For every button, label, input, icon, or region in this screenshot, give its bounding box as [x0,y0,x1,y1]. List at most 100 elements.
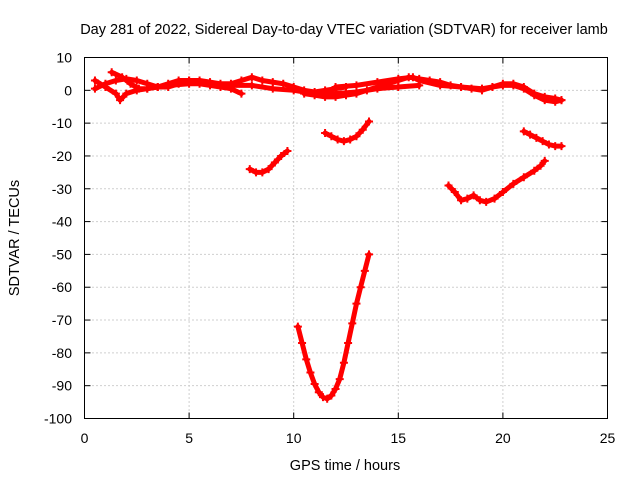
data-point [530,166,539,175]
data-point [268,84,277,93]
data-point [339,358,348,367]
data-point [143,84,152,93]
series-line [446,158,548,205]
data-point [394,74,403,83]
data-point [247,81,256,90]
data-point [463,194,472,203]
data-point [153,83,162,92]
data-point [356,283,365,292]
data-point [415,76,424,85]
data-point [519,84,528,93]
data-point [538,137,547,146]
data-point [360,266,369,275]
series-trace-8 [444,156,549,206]
data-point [436,81,445,90]
data-point [107,68,116,77]
data-point [206,79,215,88]
x-tick-label: 5 [185,430,193,446]
y-tick-label: -60 [52,279,72,295]
data-point [519,173,528,182]
y-tick-label: -80 [52,345,72,361]
x-tick-label: 0 [81,430,89,446]
data-point [327,132,336,141]
series-trace-9 [519,127,566,151]
data-point [373,78,382,87]
data-point [283,147,292,156]
data-point [270,158,279,167]
x-tick-label: 20 [495,430,511,446]
data-point [298,339,307,348]
data-point [457,83,466,92]
data-point [111,76,120,85]
data-point [365,250,374,259]
series-trace-5 [331,73,566,106]
data-point [540,156,549,165]
x-tick-label: 25 [600,430,616,446]
data-point [346,135,355,144]
y-tick-label: 0 [64,82,72,98]
ticks [84,57,608,419]
data-point [352,89,361,98]
data-point [90,76,99,85]
data-point [306,368,315,377]
y-tick-label: -20 [52,148,72,164]
data-point [348,319,357,328]
data-point [519,127,528,136]
data-point [314,388,323,397]
plot-frame [84,57,608,419]
y-tick-label: -10 [52,115,72,131]
data-point [342,91,350,100]
data-point [509,81,518,90]
data-point [122,89,131,98]
data-point [408,73,417,82]
data-layer [90,68,566,403]
data-point [293,322,302,331]
data-point [526,130,535,139]
data-point [300,89,309,98]
series-trace-6 [245,147,292,177]
data-point [237,89,246,98]
data-point [226,81,235,90]
data-point [540,96,549,105]
data-point [302,355,311,364]
y-tick-label: -100 [44,411,72,427]
data-point [557,142,566,151]
data-point [450,188,459,197]
data-point [90,84,99,93]
data-point [310,380,319,389]
data-point [333,135,342,144]
data-point [352,81,361,90]
data-point [490,194,499,203]
y-tick-label: -40 [52,214,72,230]
data-point [258,76,267,85]
data-point [323,394,332,403]
data-point [277,151,286,160]
chart-title: Day 281 of 2022, Sidereal Day-to-day VTE… [80,22,608,38]
data-point [122,74,131,83]
grid [84,57,608,419]
data-point [362,86,371,95]
data-point [536,161,545,170]
series-line [295,251,372,402]
data-point [164,81,173,90]
data-point [477,84,486,93]
data-point [331,83,340,92]
data-point [101,83,110,92]
data-point [264,165,273,174]
data-point [132,76,141,85]
x-tick-label: 10 [286,430,302,446]
y-axis-label: SDTVAR / TECUs [7,180,23,296]
series-trace-10 [293,250,374,403]
data-point [258,168,267,177]
x-axis-label: GPS time / hours [290,458,400,474]
data-point [551,97,560,106]
data-point [116,96,125,105]
series-trace-7 [321,117,374,146]
data-point [111,89,120,98]
data-point [185,79,194,88]
data-point [327,391,336,400]
tick-labels: 0 5 10 15 20 25 10 0 -10 -20 -30 -40 -50 -60 -70 -80 -90… [44,50,616,447]
data-point [310,91,319,100]
data-point [498,188,507,197]
